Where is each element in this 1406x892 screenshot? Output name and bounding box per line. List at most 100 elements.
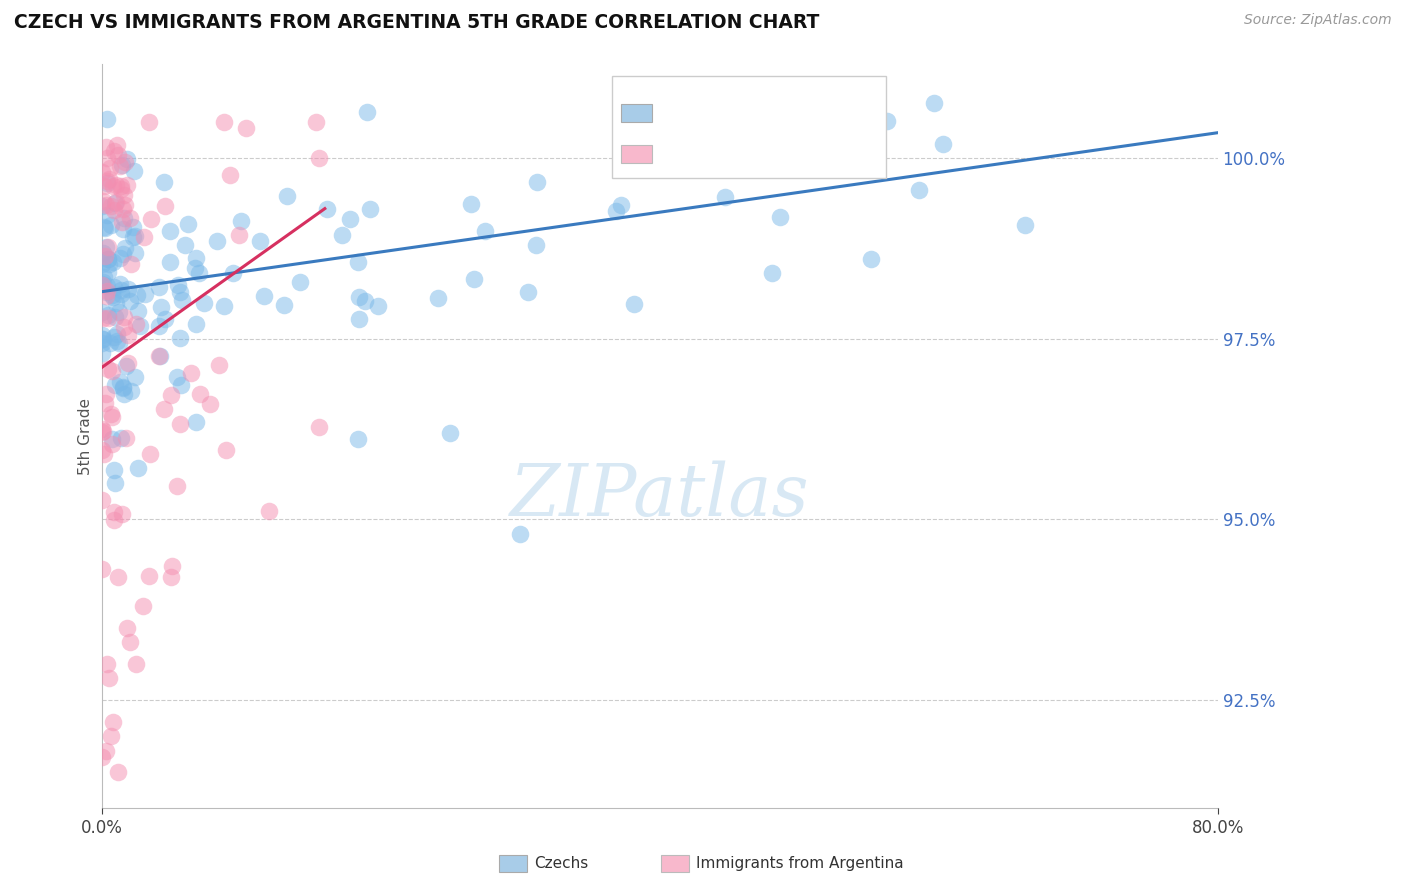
Point bbox=[128, 319, 150, 334]
Point bbox=[859, 111, 882, 125]
Point bbox=[138, 115, 160, 129]
Point bbox=[107, 765, 129, 780]
Point bbox=[101, 714, 124, 729]
Point bbox=[97, 310, 120, 325]
Point bbox=[103, 144, 125, 158]
Point bbox=[91, 199, 114, 213]
Point bbox=[139, 211, 162, 226]
Point bbox=[110, 178, 132, 193]
Point bbox=[257, 503, 280, 517]
Point bbox=[91, 346, 114, 360]
Point bbox=[159, 254, 181, 268]
Point bbox=[122, 219, 145, 234]
Point bbox=[91, 194, 114, 209]
Point bbox=[276, 189, 298, 203]
Point bbox=[103, 280, 125, 294]
Point bbox=[96, 174, 118, 188]
Point bbox=[117, 327, 139, 342]
Point bbox=[748, 121, 770, 136]
Point bbox=[101, 255, 124, 269]
Text: Immigrants from Argentina: Immigrants from Argentina bbox=[696, 856, 904, 871]
Point bbox=[96, 151, 118, 165]
Point bbox=[155, 312, 177, 326]
Point bbox=[367, 299, 389, 313]
Point bbox=[509, 526, 531, 541]
Point bbox=[104, 310, 127, 325]
Point bbox=[184, 260, 207, 275]
Point bbox=[96, 285, 118, 299]
Point bbox=[96, 112, 118, 127]
Point bbox=[127, 461, 149, 475]
Point bbox=[169, 331, 191, 345]
Point bbox=[91, 277, 114, 291]
Point bbox=[346, 432, 368, 446]
Point bbox=[288, 275, 311, 289]
Point bbox=[724, 141, 747, 155]
Point bbox=[97, 257, 120, 271]
Point bbox=[610, 198, 633, 212]
Point bbox=[114, 241, 136, 255]
Point bbox=[91, 562, 114, 576]
Y-axis label: 5th Grade: 5th Grade bbox=[79, 398, 93, 475]
Point bbox=[124, 317, 146, 331]
Point bbox=[105, 137, 128, 152]
Point bbox=[94, 396, 117, 410]
Point bbox=[110, 375, 132, 389]
Point bbox=[160, 388, 183, 402]
Point bbox=[922, 96, 945, 111]
Point bbox=[111, 381, 134, 395]
Text: Czechs: Czechs bbox=[534, 856, 589, 871]
Point bbox=[91, 165, 114, 179]
Point bbox=[152, 402, 174, 417]
Point bbox=[115, 359, 138, 373]
Point bbox=[98, 161, 121, 175]
Point bbox=[153, 176, 176, 190]
Point bbox=[94, 249, 117, 263]
Point bbox=[115, 152, 138, 166]
Point bbox=[212, 115, 235, 129]
Point bbox=[124, 164, 146, 178]
Point bbox=[100, 437, 122, 451]
Point bbox=[427, 291, 450, 305]
Point bbox=[177, 217, 200, 231]
Point bbox=[91, 333, 114, 347]
Point bbox=[160, 570, 183, 584]
Point bbox=[96, 176, 118, 190]
Point bbox=[115, 178, 138, 193]
Point bbox=[349, 290, 371, 304]
Point bbox=[117, 356, 139, 370]
Point bbox=[100, 198, 122, 212]
Point bbox=[127, 304, 149, 318]
Point bbox=[101, 410, 124, 425]
Point bbox=[148, 319, 170, 334]
Point bbox=[228, 227, 250, 242]
Point bbox=[111, 508, 134, 522]
Point bbox=[526, 176, 548, 190]
Point bbox=[112, 310, 135, 324]
Point bbox=[91, 246, 114, 260]
Point bbox=[115, 621, 138, 635]
Point bbox=[159, 224, 181, 238]
Point bbox=[97, 240, 120, 254]
Point bbox=[103, 505, 125, 519]
Point bbox=[97, 362, 120, 376]
Point bbox=[96, 289, 118, 303]
Point bbox=[349, 312, 371, 326]
Point bbox=[219, 168, 242, 182]
Point bbox=[94, 239, 117, 253]
Point bbox=[346, 255, 368, 269]
Point bbox=[100, 218, 122, 232]
Point bbox=[932, 137, 955, 152]
Point bbox=[184, 415, 207, 429]
Point bbox=[100, 407, 122, 421]
Point bbox=[96, 285, 118, 299]
Point bbox=[112, 319, 135, 334]
Point bbox=[112, 187, 135, 202]
Point bbox=[91, 327, 114, 342]
Point bbox=[108, 251, 131, 265]
Point bbox=[112, 211, 135, 226]
Point bbox=[111, 222, 134, 236]
Point bbox=[103, 476, 125, 491]
Point bbox=[114, 155, 136, 169]
Text: CZECH VS IMMIGRANTS FROM ARGENTINA 5TH GRADE CORRELATION CHART: CZECH VS IMMIGRANTS FROM ARGENTINA 5TH G… bbox=[14, 13, 820, 32]
